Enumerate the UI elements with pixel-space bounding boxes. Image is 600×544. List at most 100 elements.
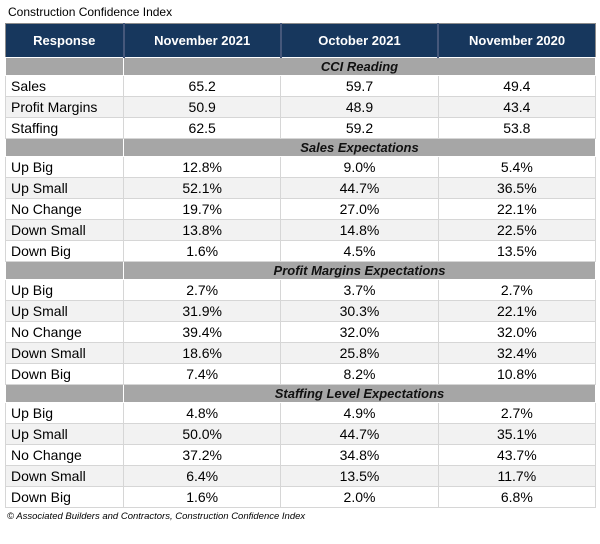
row-label: Down Big xyxy=(5,240,124,262)
section-empty-cell xyxy=(5,57,124,76)
row-label: Up Big xyxy=(5,279,124,301)
row-label: Staffing xyxy=(5,117,124,139)
value-cell: 2.7% xyxy=(437,279,596,301)
row-label: Down Small xyxy=(5,342,124,364)
value-cell: 8.2% xyxy=(280,363,439,385)
column-header-response: Response xyxy=(5,23,125,58)
table-row: Down Big 1.6% 2.0% 6.8% xyxy=(5,486,596,508)
column-header-november-2020: November 2020 xyxy=(438,23,596,58)
value-cell: 27.0% xyxy=(280,198,439,220)
table-row: Up Small 50.0% 44.7% 35.1% xyxy=(5,423,596,445)
row-label: Down Big xyxy=(5,486,124,508)
value-cell: 32.0% xyxy=(437,321,596,343)
value-cell: 1.6% xyxy=(122,240,282,262)
section-empty-cell xyxy=(5,138,124,157)
value-cell: 19.7% xyxy=(122,198,282,220)
table-row: Sales 65.2 59.7 49.4 xyxy=(5,75,596,97)
value-cell: 37.2% xyxy=(122,444,282,466)
row-label: Up Small xyxy=(5,423,124,445)
section-title: CCI Reading xyxy=(123,57,596,76)
value-cell: 11.7% xyxy=(437,465,596,487)
value-cell: 52.1% xyxy=(122,177,282,199)
section-empty-cell xyxy=(5,384,124,403)
table-row: No Change 19.7% 27.0% 22.1% xyxy=(5,198,596,220)
value-cell: 48.9 xyxy=(280,96,439,118)
table-row: Up Small 31.9% 30.3% 22.1% xyxy=(5,300,596,322)
value-cell: 25.8% xyxy=(280,342,439,364)
table-row: Up Big 12.8% 9.0% 5.4% xyxy=(5,156,596,178)
row-label: Down Big xyxy=(5,363,124,385)
value-cell: 4.5% xyxy=(280,240,439,262)
value-cell: 9.0% xyxy=(280,156,439,178)
section-title: Staffing Level Expectations xyxy=(123,384,596,403)
value-cell: 14.8% xyxy=(280,219,439,241)
row-label: Profit Margins xyxy=(5,96,124,118)
value-cell: 65.2 xyxy=(122,75,282,97)
value-cell: 6.8% xyxy=(437,486,596,508)
value-cell: 34.8% xyxy=(280,444,439,466)
value-cell: 10.8% xyxy=(437,363,596,385)
value-cell: 22.1% xyxy=(437,300,596,322)
value-cell: 4.9% xyxy=(280,402,439,424)
section-header-row: Sales Expectations xyxy=(5,138,596,157)
value-cell: 50.0% xyxy=(122,423,282,445)
value-cell: 36.5% xyxy=(437,177,596,199)
value-cell: 31.9% xyxy=(122,300,282,322)
value-cell: 43.7% xyxy=(437,444,596,466)
value-cell: 18.6% xyxy=(122,342,282,364)
table-row: Up Big 4.8% 4.9% 2.7% xyxy=(5,402,596,424)
value-cell: 5.4% xyxy=(437,156,596,178)
table-row: No Change 37.2% 34.8% 43.7% xyxy=(5,444,596,466)
row-label: Up Small xyxy=(5,177,124,199)
value-cell: 59.2 xyxy=(280,117,439,139)
section-title: Profit Margins Expectations xyxy=(123,261,596,280)
table-row: Up Small 52.1% 44.7% 36.5% xyxy=(5,177,596,199)
value-cell: 59.7 xyxy=(280,75,439,97)
table-row: Down Big 1.6% 4.5% 13.5% xyxy=(5,240,596,262)
value-cell: 6.4% xyxy=(122,465,282,487)
row-label: No Change xyxy=(5,444,124,466)
page-title: Construction Confidence Index xyxy=(8,5,173,19)
row-label: Down Small xyxy=(5,219,124,241)
value-cell: 35.1% xyxy=(437,423,596,445)
table-row: Profit Margins 50.9 48.9 43.4 xyxy=(5,96,596,118)
section-title: Sales Expectations xyxy=(123,138,596,157)
value-cell: 2.0% xyxy=(280,486,439,508)
value-cell: 62.5 xyxy=(122,117,282,139)
cci-table: Response November 2021 October 2021 Novembe… xyxy=(5,23,596,508)
value-cell: 22.5% xyxy=(437,219,596,241)
value-cell: 2.7% xyxy=(122,279,282,301)
value-cell: 53.8 xyxy=(437,117,596,139)
row-label: Up Big xyxy=(5,402,124,424)
table-row: Up Big 2.7% 3.7% 2.7% xyxy=(5,279,596,301)
section-header-row: Profit Margins Expectations xyxy=(5,261,596,280)
table-row: Down Small 6.4% 13.5% 11.7% xyxy=(5,465,596,487)
table-row: Down Small 18.6% 25.8% 32.4% xyxy=(5,342,596,364)
value-cell: 39.4% xyxy=(122,321,282,343)
value-cell: 22.1% xyxy=(437,198,596,220)
table-body: CCI Reading Sales 65.2 59.7 49.4 Profit Margi… xyxy=(5,57,596,508)
source-attribution: © Associated Builders and Contractors, C… xyxy=(7,511,306,522)
value-cell: 32.4% xyxy=(437,342,596,364)
row-label: No Change xyxy=(5,321,124,343)
row-label: No Change xyxy=(5,198,124,220)
value-cell: 3.7% xyxy=(280,279,439,301)
table-header-row: Response November 2021 October 2021 Novembe… xyxy=(5,23,596,58)
table-row: Down Big 7.4% 8.2% 10.8% xyxy=(5,363,596,385)
row-label: Up Big xyxy=(5,156,124,178)
row-label: Sales xyxy=(5,75,124,97)
section-header-row: Staffing Level Expectations xyxy=(5,384,596,403)
value-cell: 4.8% xyxy=(122,402,282,424)
section-header-row: CCI Reading xyxy=(5,57,596,76)
value-cell: 44.7% xyxy=(280,177,439,199)
value-cell: 12.8% xyxy=(122,156,282,178)
table-row: Down Small 13.8% 14.8% 22.5% xyxy=(5,219,596,241)
column-header-november-2021: November 2021 xyxy=(123,23,282,58)
value-cell: 49.4 xyxy=(437,75,596,97)
table-row: No Change 39.4% 32.0% 32.0% xyxy=(5,321,596,343)
section-empty-cell xyxy=(5,261,124,280)
value-cell: 50.9 xyxy=(122,96,282,118)
value-cell: 43.4 xyxy=(437,96,596,118)
value-cell: 13.5% xyxy=(280,465,439,487)
value-cell: 1.6% xyxy=(122,486,282,508)
